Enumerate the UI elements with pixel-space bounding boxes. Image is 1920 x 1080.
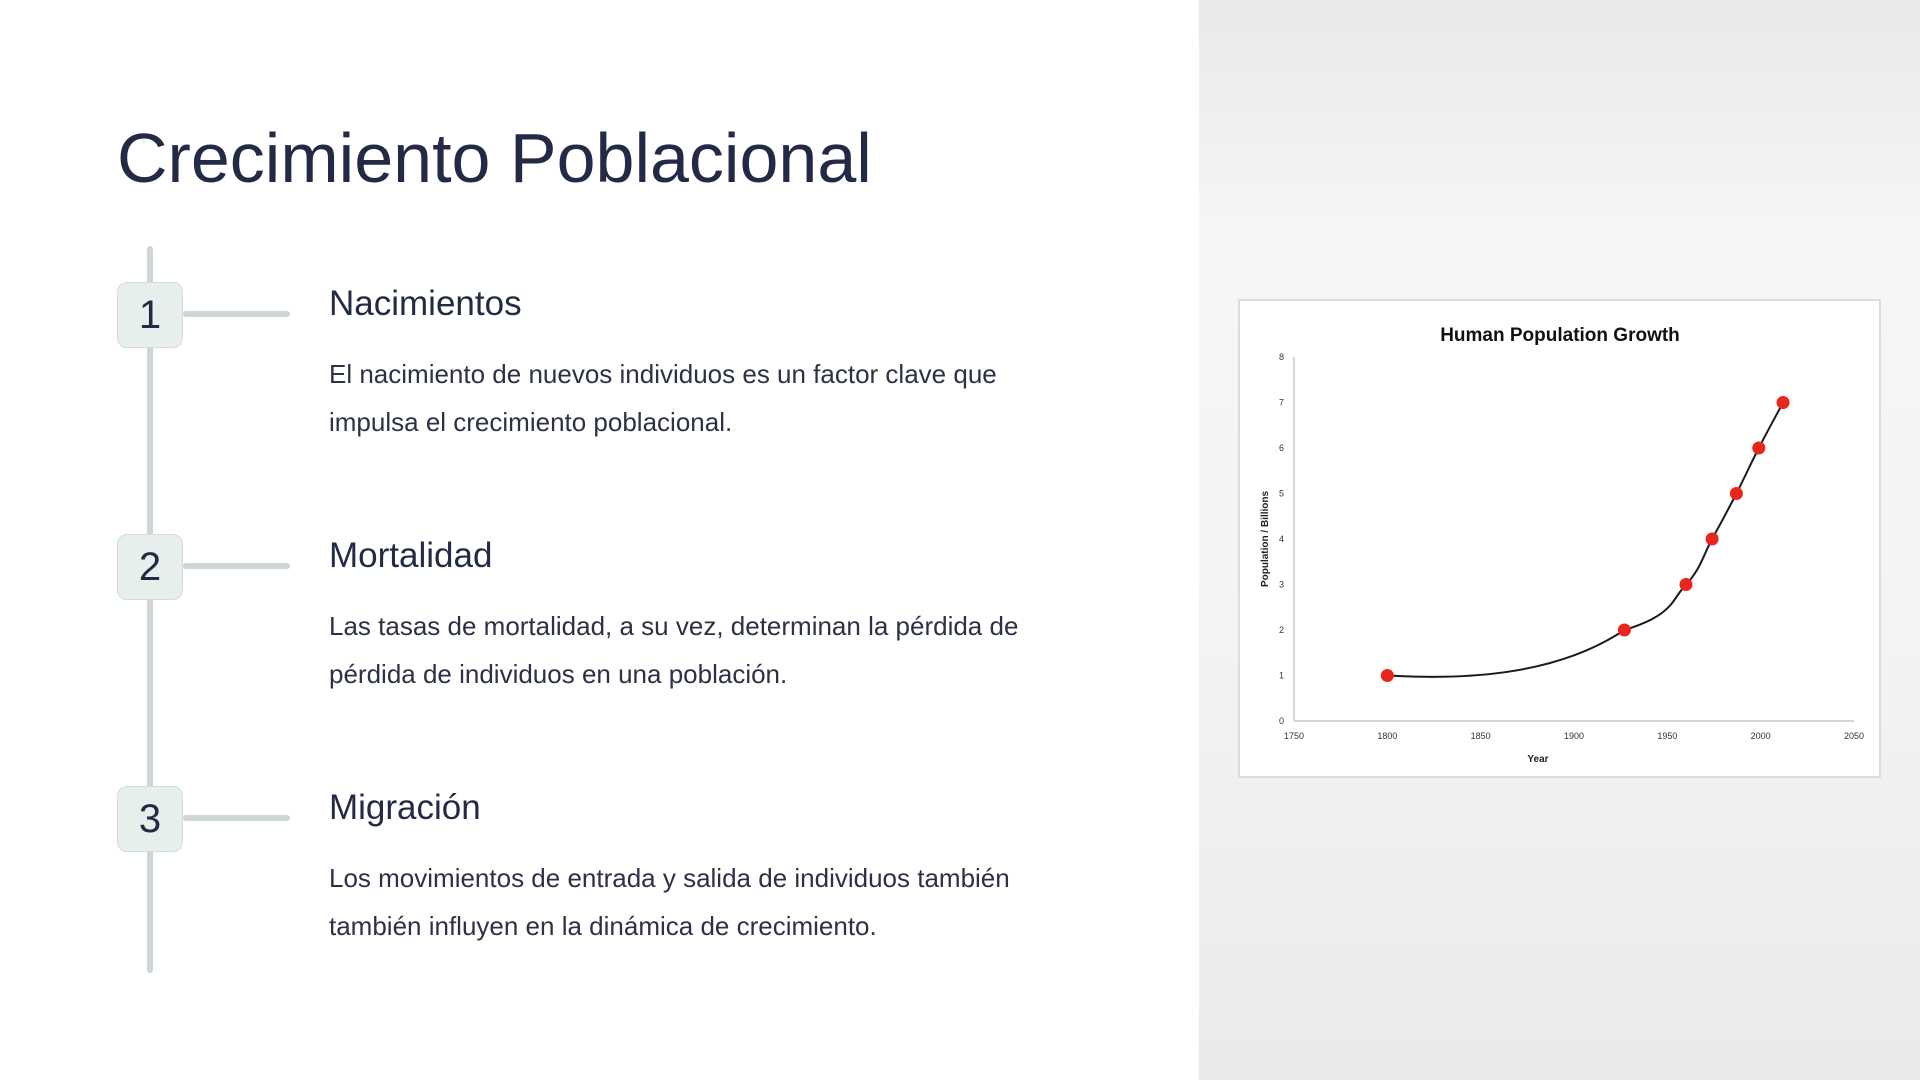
step-text-mortalidad: Las tasas de mortalidad, a su vez, deter… xyxy=(329,611,1019,689)
population-chart-card: Human Population Growth 0 1 2 3 4 5 6 7 8 1750 18… xyxy=(1238,299,1881,778)
y-tick-label: 8 xyxy=(1279,352,1284,362)
step-number-1: 1 xyxy=(117,282,183,348)
y-tick-labels: 0 1 2 3 4 5 6 7 8 xyxy=(1279,352,1284,726)
step-connector-1 xyxy=(183,311,290,317)
content-panel: Crecimiento Poblacional 1 Nacimientos El… xyxy=(117,119,1019,973)
data-points xyxy=(1380,396,1790,682)
step-connector-3 xyxy=(183,815,290,821)
data-point xyxy=(1679,578,1693,591)
step-title-nacimientos: Nacimientos xyxy=(329,284,522,323)
step-title-mortalidad: Mortalidad xyxy=(329,536,493,575)
y-tick-label: 1 xyxy=(1279,671,1284,681)
timeline-line xyxy=(147,246,153,973)
x-tick-label: 1750 xyxy=(1284,731,1304,741)
step-number-2: 2 xyxy=(117,534,183,600)
x-tick-label: 2050 xyxy=(1844,731,1864,741)
data-point xyxy=(1729,487,1743,500)
data-point xyxy=(1776,396,1790,409)
x-tick-label: 1850 xyxy=(1471,731,1491,741)
x-tick-labels: 1750 1800 1850 1900 1950 2000 2050 xyxy=(1284,731,1864,741)
slide-title: Crecimiento Poblacional xyxy=(117,119,872,197)
chart-title: Human Population Growth xyxy=(1440,325,1680,346)
step-text-nacimientos: El nacimiento de nuevos individuos es un… xyxy=(329,359,997,437)
x-tick-label: 2000 xyxy=(1751,731,1771,741)
y-tick-label: 5 xyxy=(1279,489,1284,499)
step-title-migracion: Migración xyxy=(329,788,481,827)
data-point xyxy=(1752,441,1766,455)
data-point xyxy=(1705,532,1719,546)
y-axis-label: Population / Billions xyxy=(1260,491,1271,588)
y-tick-label: 3 xyxy=(1279,580,1284,590)
x-tick-label: 1800 xyxy=(1377,731,1397,741)
y-tick-label: 4 xyxy=(1279,534,1284,544)
y-tick-label: 2 xyxy=(1279,625,1284,635)
x-tick-label: 1900 xyxy=(1564,731,1584,741)
y-tick-label: 7 xyxy=(1279,398,1284,408)
step-number-3: 3 xyxy=(117,786,183,852)
step-text-migracion: Los movimientos de entrada y salida de i… xyxy=(329,863,1010,941)
data-point xyxy=(1380,669,1394,682)
x-axis-label: Year xyxy=(1527,754,1548,765)
x-tick-label: 1950 xyxy=(1657,731,1677,741)
y-tick-label: 6 xyxy=(1279,443,1284,453)
y-tick-label: 0 xyxy=(1279,716,1284,726)
trend-line xyxy=(1387,402,1784,678)
step-connector-2 xyxy=(183,563,290,569)
data-point xyxy=(1617,623,1631,637)
population-chart: Human Population Growth 0 1 2 3 4 5 6 7 8 1750 18… xyxy=(1260,325,1864,765)
